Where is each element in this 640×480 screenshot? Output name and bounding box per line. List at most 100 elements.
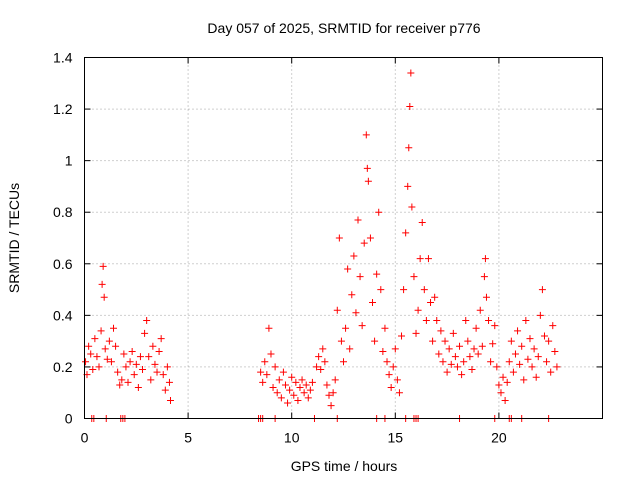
data-point [91, 335, 99, 343]
data-point [130, 371, 138, 379]
data-point [296, 384, 304, 392]
data-point [107, 358, 115, 366]
data-point [294, 396, 302, 404]
data-point [487, 358, 495, 366]
data-point [389, 363, 397, 371]
data-point [375, 208, 383, 216]
data-point [514, 327, 522, 335]
data-point [273, 389, 281, 397]
data-point [377, 286, 385, 294]
data-point [257, 368, 265, 376]
data-point [344, 265, 352, 273]
data-point [491, 322, 499, 330]
data-point [290, 391, 298, 399]
data-point [269, 384, 277, 392]
data-point [453, 363, 461, 371]
data-point [120, 350, 128, 358]
data-point [151, 360, 159, 368]
data-point [406, 102, 414, 110]
data-point [549, 322, 557, 330]
data-point [404, 182, 412, 190]
x-axis-title: GPS time / hours [291, 458, 398, 474]
data-point [112, 342, 120, 350]
data-point [298, 376, 306, 384]
data-point [424, 255, 432, 263]
data-point [373, 270, 381, 278]
data-point [99, 262, 107, 270]
data-point [391, 345, 399, 353]
data-point [313, 363, 321, 371]
y-tick-label: 0 [65, 411, 73, 427]
data-point [482, 293, 490, 301]
data-point [495, 381, 503, 389]
data-point [534, 353, 542, 361]
y-axis-title: SRMTID / TECUs [6, 183, 22, 293]
data-point [462, 317, 470, 325]
data-point [271, 363, 279, 371]
data-point [279, 368, 287, 376]
data-point [331, 376, 339, 384]
data-point [356, 273, 364, 281]
axis-ticks: 0 5 10 15 20 0 0.2 0.4 0.6 0.8 1 1.2 1.4 [53, 50, 603, 446]
data-point [395, 389, 403, 397]
data-point [435, 350, 443, 358]
data-point [116, 381, 124, 389]
y-tick-label: 1.4 [53, 50, 73, 66]
data-point [460, 358, 468, 366]
data-point [443, 368, 451, 376]
data-point [354, 216, 362, 224]
data-point [358, 322, 366, 330]
data-point [530, 345, 538, 353]
data-point [387, 384, 395, 392]
data-point [159, 371, 167, 379]
data-point [292, 378, 300, 386]
data-point [105, 337, 113, 345]
data-point [360, 239, 368, 247]
x-tick-label: 20 [491, 430, 507, 446]
data-point [509, 368, 517, 376]
data-point [342, 324, 350, 332]
data-point [95, 363, 103, 371]
grid-lines [84, 57, 603, 419]
data-point [281, 381, 289, 389]
data-point [468, 366, 476, 374]
data-point [547, 368, 555, 376]
data-point [263, 371, 271, 379]
data-point [416, 255, 424, 263]
data-point [408, 203, 416, 211]
data-point [97, 327, 105, 335]
data-point [447, 360, 455, 368]
data-point [398, 332, 406, 340]
data-point [93, 353, 101, 361]
data-point [511, 350, 519, 358]
data-point [485, 317, 493, 325]
y-tick-label: 0.6 [53, 256, 73, 272]
y-tick-label: 1 [65, 153, 73, 169]
y-tick-label: 0.8 [53, 204, 73, 220]
data-point [540, 332, 548, 340]
data-point [308, 378, 316, 386]
data-point [134, 384, 142, 392]
data-point [149, 342, 157, 350]
data-point [420, 286, 428, 294]
data-point [499, 373, 507, 381]
data-point [145, 353, 153, 361]
data-point [366, 234, 374, 242]
data-point [132, 360, 140, 368]
x-tick-label: 5 [184, 430, 192, 446]
y-tick-label: 0.2 [53, 359, 73, 375]
data-point [82, 358, 90, 366]
data-point [400, 286, 408, 294]
data-point [545, 337, 553, 345]
data-point [315, 353, 323, 361]
data-point [304, 394, 312, 402]
data-point [383, 358, 391, 366]
data-point [165, 378, 173, 386]
data-point [458, 371, 466, 379]
data-point [321, 358, 329, 366]
data-point [103, 355, 111, 363]
data-point [532, 373, 540, 381]
data-point [524, 355, 532, 363]
data-point [122, 363, 130, 371]
